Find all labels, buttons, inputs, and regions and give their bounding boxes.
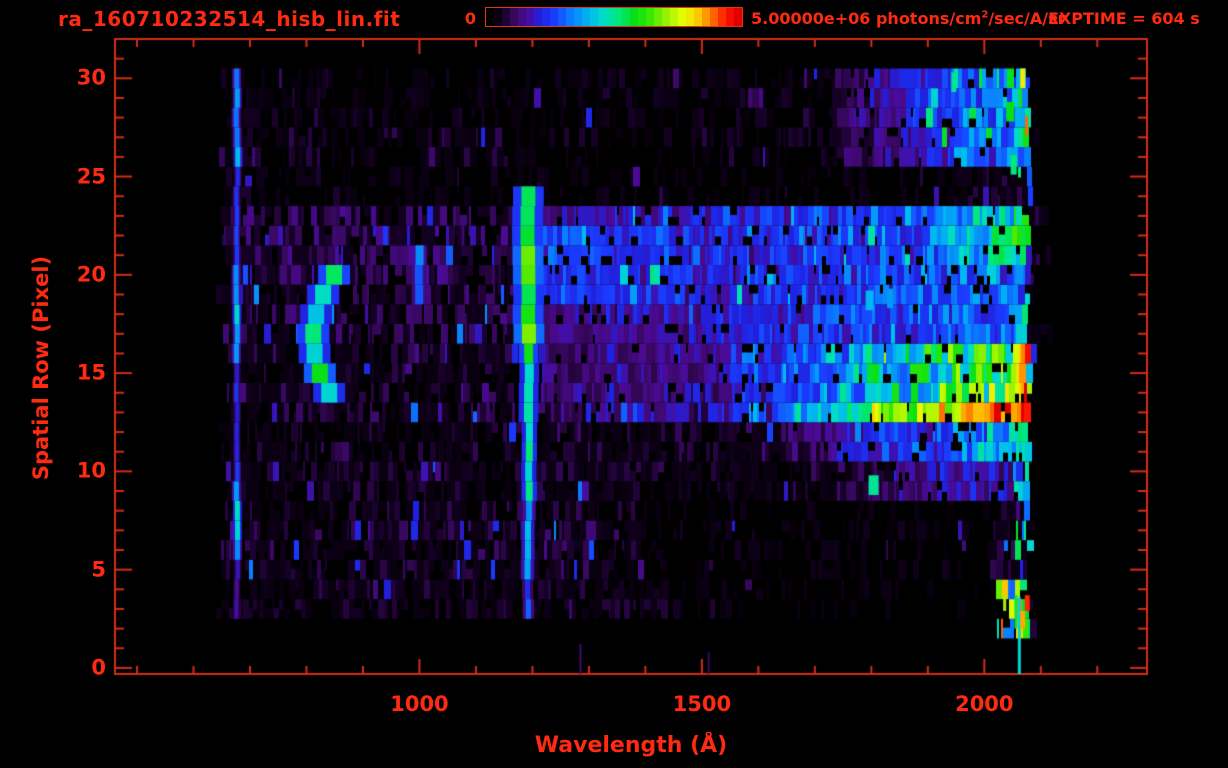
y-tick-label: 25 (76, 164, 106, 189)
y-tick-label: 0 (91, 655, 106, 680)
y-tick-label: 30 (76, 65, 106, 90)
colorbar-max-label-suffix: /sec/A/sr (988, 9, 1066, 28)
colorbar-max-superscript: 2 (981, 9, 989, 21)
y-tick-label: 15 (76, 360, 106, 385)
y-tick-label: 5 (91, 557, 106, 582)
exptime-label: EXPTIME = 604 s (1048, 9, 1200, 28)
fits-filename-title: ra_160710232514_hisb_lin.fit (58, 7, 401, 31)
colorbar-max-label: 5.00000e+06 photons/cm2/sec/A/sr (751, 9, 1066, 28)
colorbar-min-label: 0 (464, 9, 476, 28)
x-tick-label: 2000 (955, 692, 1014, 716)
x-axis-title: Wavelength (Å) (534, 733, 728, 758)
x-tick-label: 1500 (672, 692, 732, 716)
colorbar-max-label-prefix: 5.00000e+06 photons/cm (751, 9, 982, 28)
colorbar (485, 7, 743, 27)
y-tick-label: 10 (76, 458, 106, 483)
x-tick-label: 1000 (390, 692, 449, 716)
colorbar-gradient (486, 8, 742, 26)
y-tick-label: 20 (76, 262, 106, 287)
